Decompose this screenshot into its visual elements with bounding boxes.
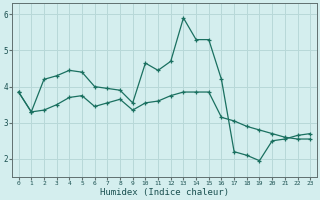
X-axis label: Humidex (Indice chaleur): Humidex (Indice chaleur) xyxy=(100,188,229,197)
